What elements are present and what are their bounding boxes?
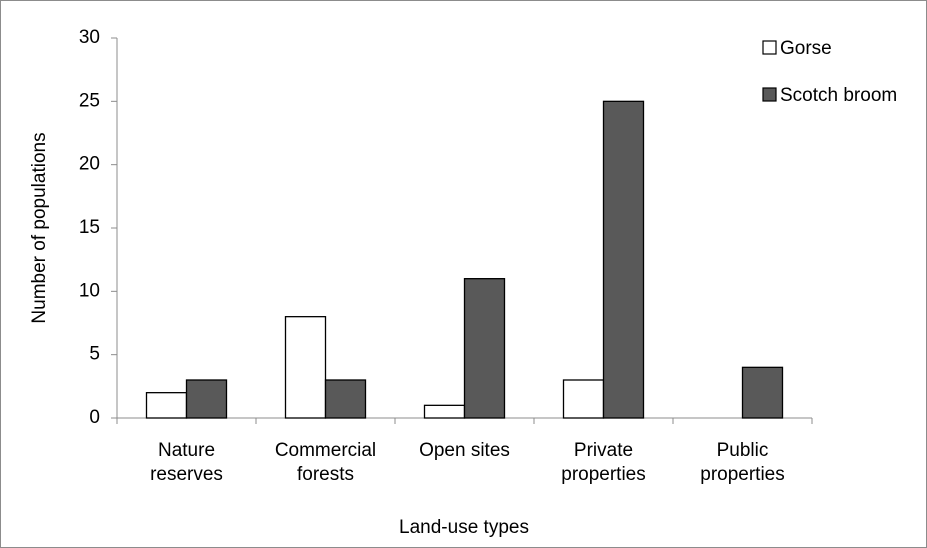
- bar: [284, 316, 327, 419]
- y-tick-label: 5: [89, 344, 100, 365]
- x-axis-title: Land-use types: [399, 517, 529, 538]
- x-tick-label: Commercial forests: [274, 440, 377, 485]
- y-tick-label: 10: [79, 280, 100, 301]
- legend-label: Scotch broom: [780, 85, 897, 106]
- legend-swatch: [762, 40, 777, 55]
- bar: [324, 379, 367, 419]
- x-tick-label: Private properties: [561, 440, 646, 485]
- bar: [145, 392, 188, 419]
- legend-swatch: [762, 87, 777, 102]
- y-tick-label: 30: [79, 27, 100, 48]
- y-tick-label: 0: [89, 407, 100, 428]
- y-tick-label: 20: [79, 154, 100, 175]
- x-tick-label: Open sites: [419, 440, 510, 461]
- bar: [463, 278, 506, 419]
- bar: [185, 379, 228, 419]
- bar: [602, 100, 645, 419]
- x-tick-label: Public properties: [700, 440, 785, 485]
- y-tick-label: 15: [79, 217, 100, 238]
- bar: [562, 379, 605, 419]
- x-tick-label: Nature reserves: [150, 440, 223, 485]
- y-tick-label: 25: [79, 90, 100, 111]
- legend-label: Gorse: [780, 38, 832, 59]
- bar: [741, 366, 784, 419]
- bar: [423, 404, 466, 419]
- y-axis-title: Number of populations: [29, 132, 50, 323]
